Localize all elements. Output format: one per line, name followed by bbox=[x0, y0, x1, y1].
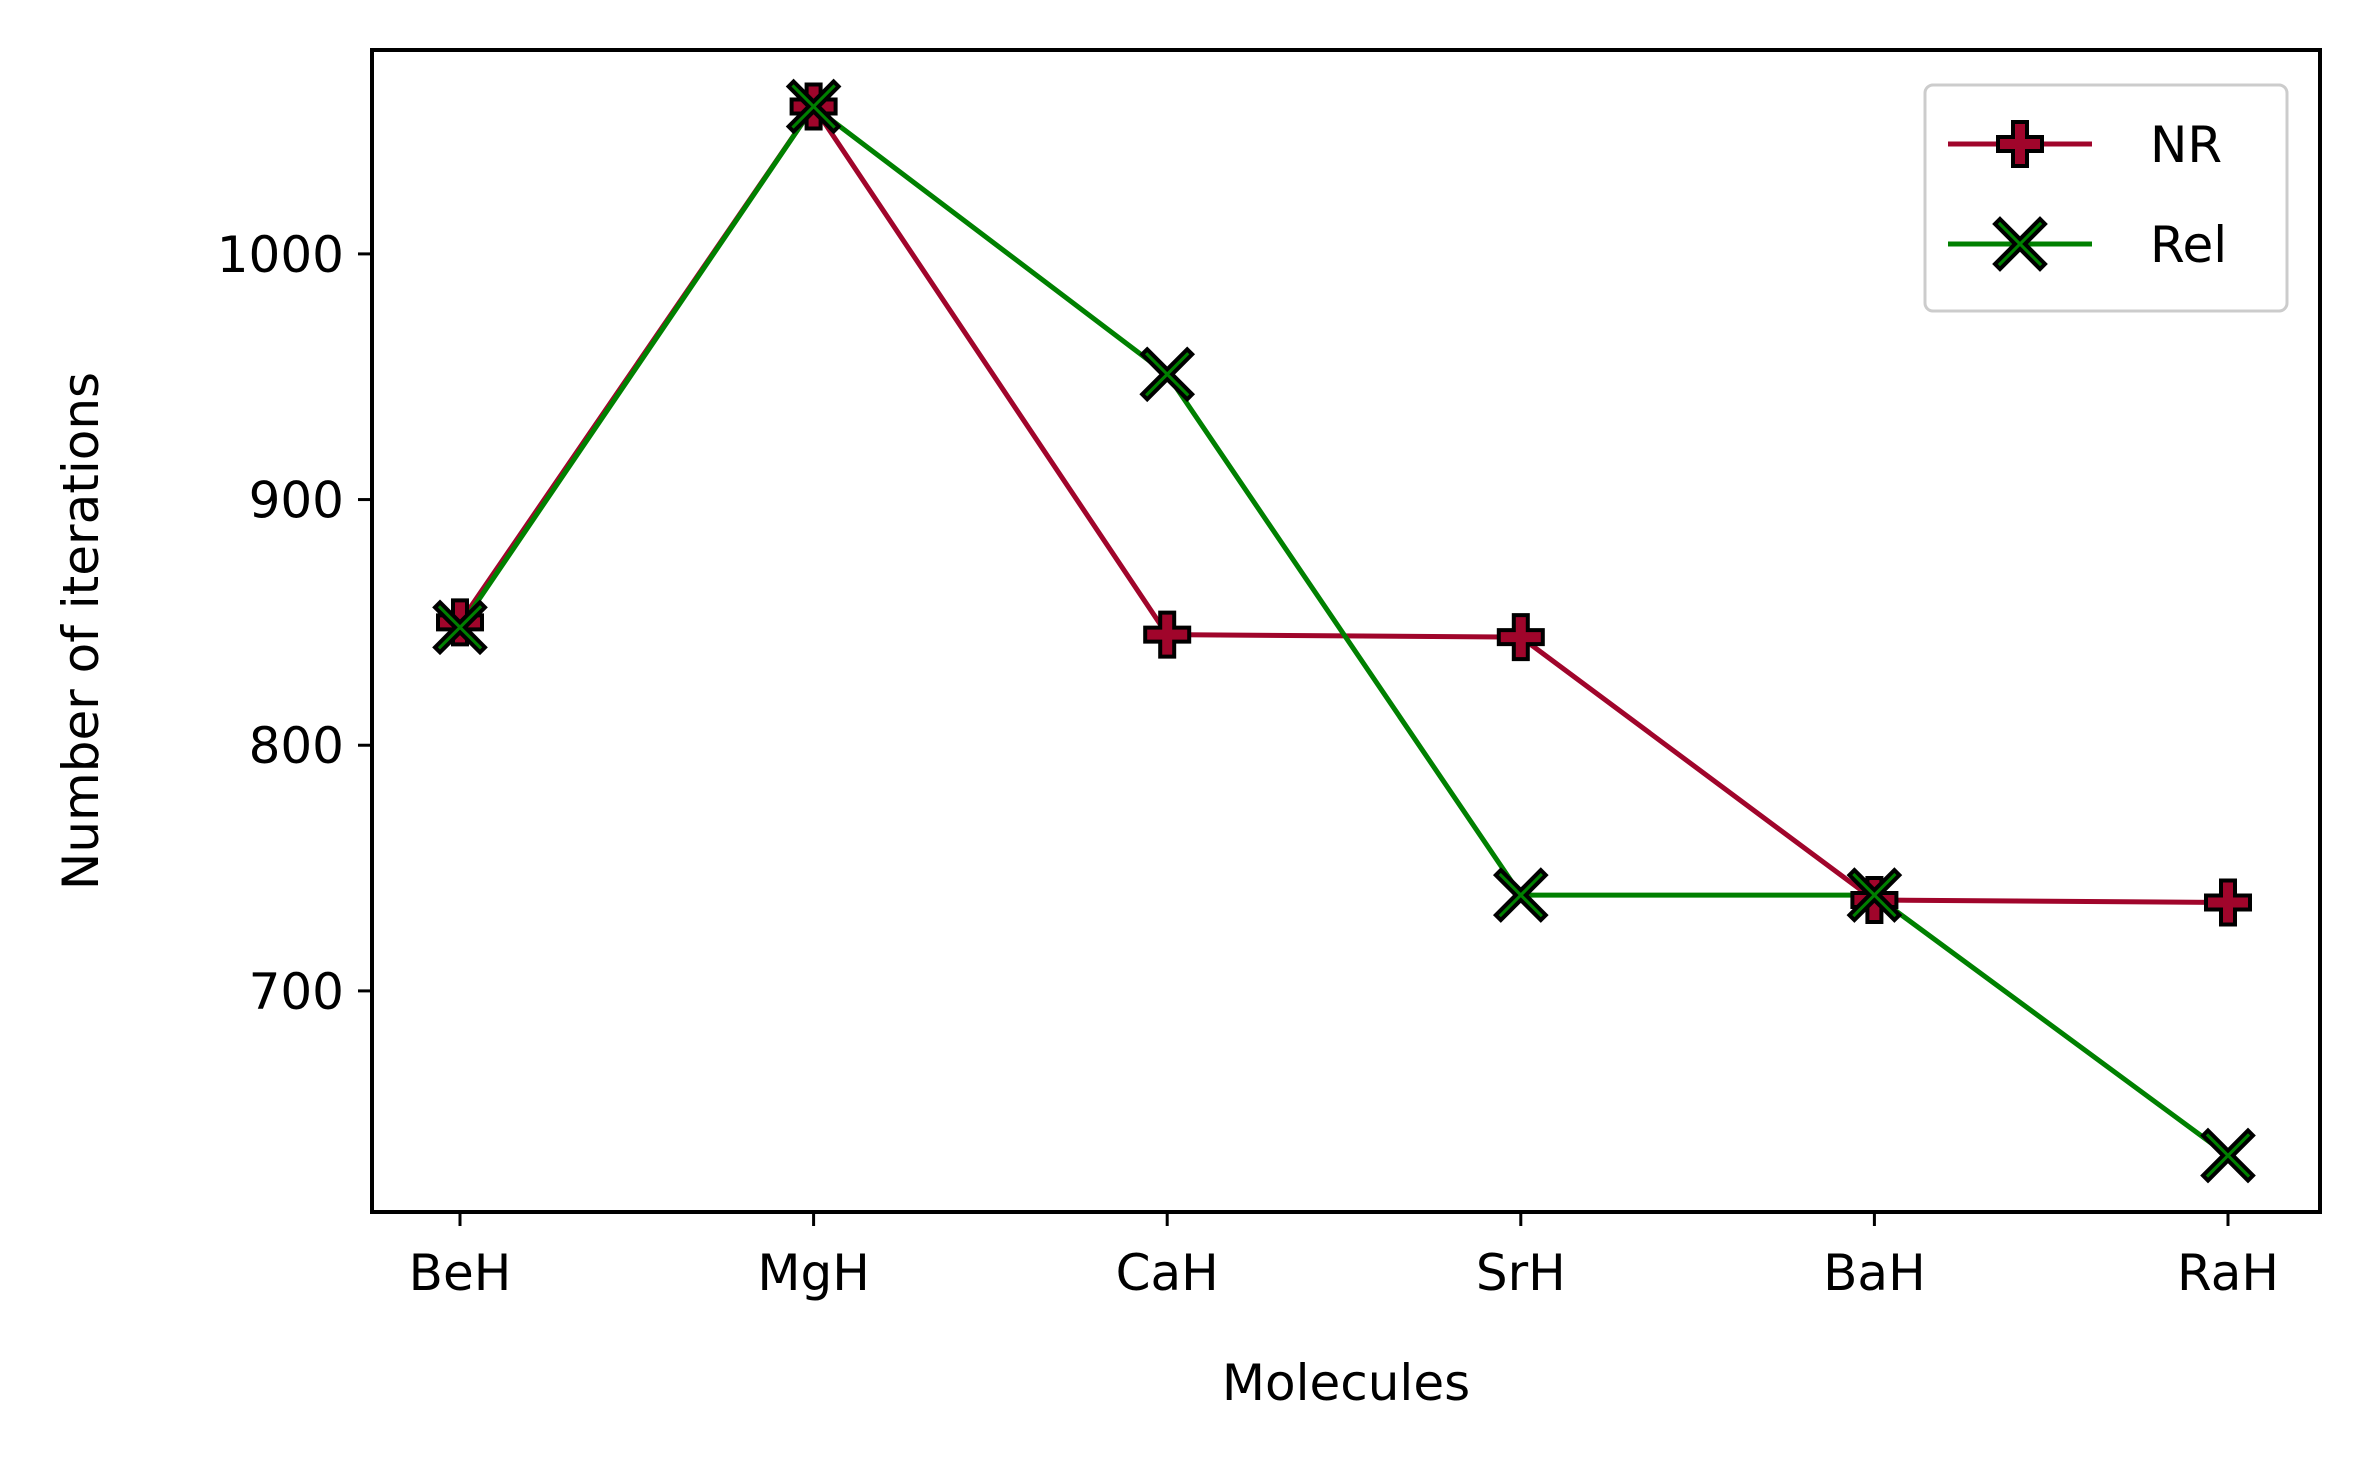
x-tick-label: RaH bbox=[2177, 1244, 2279, 1302]
data-point-rel-cah bbox=[1139, 346, 1196, 403]
series-markers bbox=[432, 78, 2256, 1184]
series-lines bbox=[457, 104, 2230, 1158]
legend-entries: NR Rel bbox=[1948, 116, 2227, 274]
x-axis-ticks: BeH MgH CaH SrH BaH RaH bbox=[409, 1212, 2279, 1302]
legend-marker-rel bbox=[1992, 216, 2048, 272]
x-tick-label: BaH bbox=[1823, 1244, 1926, 1302]
y-tick-label: 900 bbox=[249, 472, 344, 530]
legend-box bbox=[1923, 83, 2289, 313]
x-tick-label: CaH bbox=[1116, 1244, 1219, 1302]
data-point-rel-srh bbox=[1492, 867, 1549, 923]
plot-frame bbox=[370, 48, 2322, 1214]
data-point-nr-srh bbox=[1496, 613, 1545, 662]
legend-label-rel: Rel bbox=[2150, 216, 2227, 274]
data-point-rel-beh bbox=[432, 599, 488, 656]
x-tick-label: BeH bbox=[409, 1244, 512, 1302]
legend-marker-nr bbox=[1996, 120, 2044, 168]
data-point-rel-bah bbox=[1846, 867, 1903, 923]
y-tick-label: 1000 bbox=[217, 226, 344, 284]
x-tick-label: MgH bbox=[757, 1244, 869, 1302]
y-axis-title: Number of iterations bbox=[52, 372, 110, 890]
data-point-rel-rah bbox=[2200, 1127, 2256, 1184]
data-point-rel-mgh bbox=[785, 78, 842, 135]
legend-label-nr: NR bbox=[2150, 116, 2222, 174]
legend: NR Rel bbox=[1923, 83, 2289, 313]
x-axis-title: Molecules bbox=[1222, 1354, 1470, 1412]
y-axis-ticks: 700 800 900 1000 bbox=[217, 226, 372, 1021]
y-tick-label: 800 bbox=[249, 717, 344, 775]
x-tick-label: SrH bbox=[1476, 1244, 1566, 1302]
data-point-nr-rah bbox=[2204, 878, 2252, 927]
y-tick-label: 700 bbox=[249, 963, 344, 1021]
series-line-rel bbox=[457, 104, 2230, 1158]
data-point-nr-cah bbox=[1143, 610, 1192, 659]
